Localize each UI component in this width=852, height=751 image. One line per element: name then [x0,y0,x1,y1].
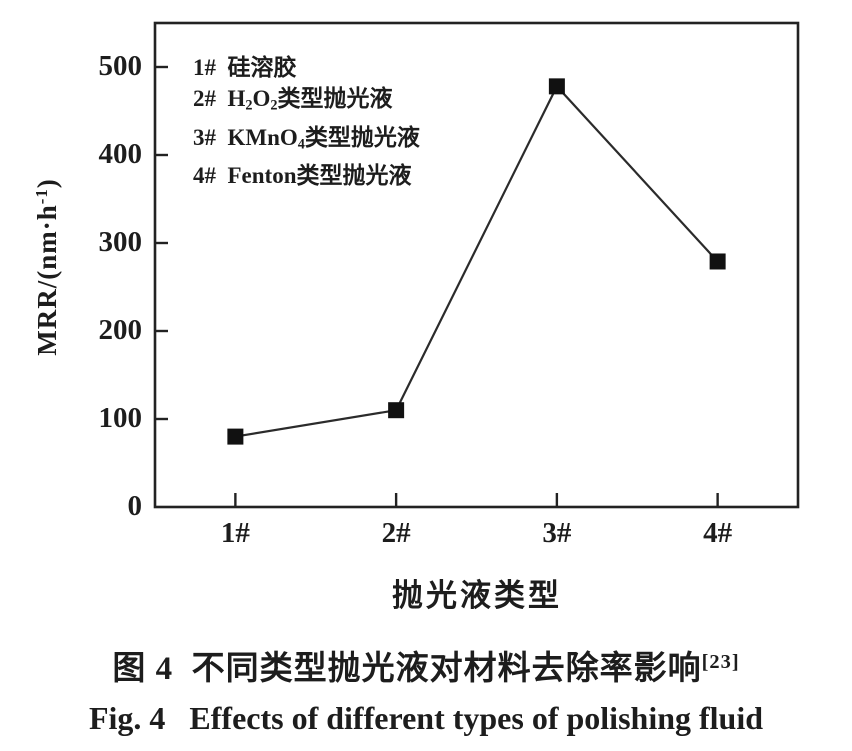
text-segment: 3# KMnO [193,124,298,150]
x-tick-label: 2# [381,517,411,549]
x-tick-label: 4# [703,517,733,549]
y-tick-label: 300 [98,226,143,258]
x-axis-title: 抛光液类型 [392,578,562,613]
text-segment: 类型抛光液 [277,86,393,111]
x-tick-label: 1# [220,517,250,549]
subscript-text: 2 [245,97,253,114]
legend-item: 2# H2O2类型抛光液 [193,83,420,122]
figure-caption-en: Fig. 4 Effects of different types of pol… [88,700,764,736]
x-tick-label: 3# [542,517,572,549]
y-tick-label: 100 [98,402,143,434]
data-point-marker [388,402,405,419]
text-segment: 1# 硅溶胶 [193,55,297,80]
subscript-text: 2 [270,97,278,114]
y-tick-label: 500 [98,50,143,82]
chart-area: 1# 硅溶胶 2# H2O2类型抛光液 3# KMnO4类型抛光液 4# Fenton… [32,21,800,613]
legend-item: 1# 硅溶胶 [193,52,420,83]
data-point-marker [548,78,565,95]
y-tick-label: 0 [127,490,143,522]
mrr-line-chart [153,21,800,509]
data-line [235,84,719,438]
legend-item: 4# Fenton类型抛光液 [193,160,420,191]
data-point-marker [709,253,726,270]
y-tick-label: 400 [98,138,143,170]
text-segment: 2# H [193,86,246,111]
superscript-text: [23] [701,650,740,673]
text-segment: ) [32,178,63,189]
text-segment: O [252,86,271,111]
text-segment: 类型抛光液 [304,124,420,150]
legend-item: 3# KMnO4类型抛光液 [193,122,420,161]
chart-frame [153,21,800,509]
subscript-text: 4 [297,136,305,153]
chart-legend: 1# 硅溶胶 2# H2O2类型抛光液 3# KMnO4类型抛光液 4# Fenton… [193,52,420,191]
y-tick-label: 200 [98,314,143,346]
data-point-marker [227,428,244,445]
superscript-text: -1 [32,188,51,205]
figure-caption-zh: 图 4 不同类型抛光液对材料去除率影响[23] [0,641,852,689]
text-segment: 4# Fenton类型抛光液 [193,163,412,189]
text-segment: 图 4 不同类型抛光液对材料去除率影响 [112,651,702,687]
